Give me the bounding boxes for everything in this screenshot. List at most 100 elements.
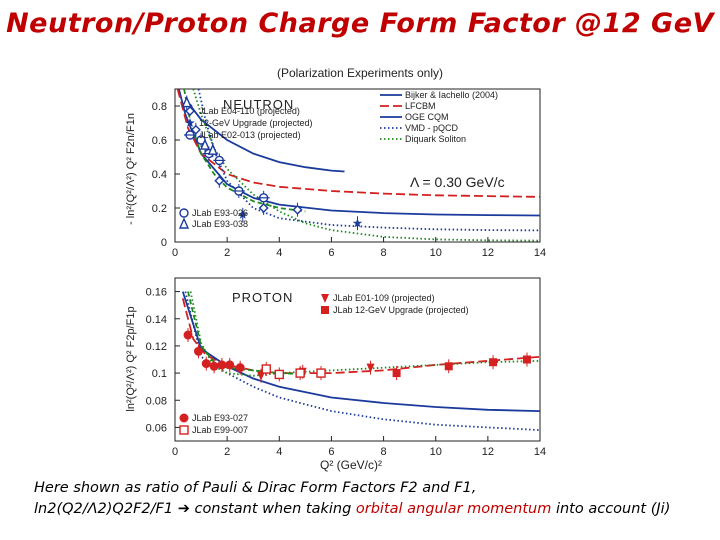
data-point-p-1: [444, 362, 453, 371]
neutron-annotation: Λ = 0.30 GeV/c: [410, 174, 505, 190]
data-point-p-1: [522, 355, 531, 364]
legend-label: JLab E01-109 (projected): [333, 293, 435, 303]
legend-label: Bijker & Iachello (2004): [405, 90, 498, 100]
data-point-p-1: [489, 358, 498, 367]
y-tick-label: 0.1: [152, 368, 167, 380]
data-point-n-0: [292, 204, 303, 215]
proton-panel: PROTON ln²(Q²/Λ²) Q² F2p/F1p Q² (GeV/c)²…: [125, 277, 546, 472]
data-point-p-0: [257, 371, 266, 381]
y-tick-label: 0.06: [146, 422, 167, 434]
data-point-p-2: [217, 360, 227, 370]
data-point-p-2: [235, 363, 245, 373]
neutron-y-label: - ln²(Q²/Λ²) Q² F2n/F1n: [125, 113, 137, 225]
x-tick-label: 8: [381, 446, 387, 458]
x-tick-label: 4: [276, 446, 282, 458]
proton-plot-frame: [174, 277, 541, 442]
slide-title: Neutron/Proton Charge Form Factor @12 Ge…: [6, 8, 714, 39]
legend-marker: [185, 106, 195, 116]
x-tick-label: 6: [328, 247, 334, 259]
series-line-n-6: [176, 89, 540, 198]
data-point-p-0: [366, 363, 375, 373]
legend-marker: [185, 118, 195, 127]
x-tick-label: 0: [172, 247, 178, 259]
x-tick-label: 2: [224, 446, 230, 458]
caption-line-2: ln2(Q2/Λ2)Q2F2/F1 ➔ constant when taking…: [34, 499, 714, 520]
data-point-p-2: [201, 359, 211, 369]
data-point-n-4: [207, 143, 218, 155]
data-point-p-2: [209, 361, 219, 371]
data-point-n-1: [238, 209, 248, 219]
y-tick-label: 0.4: [152, 169, 167, 181]
form-factor-chart: NEUTRON Λ = 0.30 GeV/c - ln²(Q²/Λ²) Q² F…: [125, 88, 546, 472]
x-tick-label: 10: [430, 446, 442, 458]
caption-text-a: constant when taking: [189, 501, 356, 517]
data-point-p-3: [261, 364, 271, 374]
legend-marker: [179, 208, 189, 218]
data-point-n-4: [199, 138, 211, 150]
legend-label: JLab E99-007: [192, 425, 248, 435]
data-point-n-0: [258, 203, 269, 213]
x-tick-label: 6: [328, 446, 334, 458]
data-point-p-2: [193, 346, 203, 356]
legend-label: Diquark Soliton: [405, 134, 466, 144]
x-tick-label: 12: [482, 247, 494, 259]
legend-label: JLab E93-026: [192, 208, 248, 218]
legend-label: JLab E93-027: [192, 413, 248, 423]
y-tick-label: 0: [161, 237, 167, 249]
data-point-n-1: [352, 218, 363, 228]
x-tick-label: 8: [381, 247, 387, 259]
data-point-p-3: [295, 368, 305, 378]
series-line-n-9: [192, 89, 540, 242]
legend-marker: [321, 306, 329, 314]
legend-label: VMD - pQCD: [405, 123, 459, 133]
caption-formula: ln2(Q2/Λ2)Q2F2/F1: [34, 501, 174, 517]
x-tick-label: 4: [276, 247, 282, 259]
legend-marker: [321, 294, 329, 303]
caption-line-1: Here shown as ratio of Pauli & Dirac For…: [34, 480, 477, 496]
y-tick-label: 0.6: [152, 135, 167, 147]
x-axis-label: Q² (GeV/c)²: [320, 458, 382, 472]
y-tick-label: 0.12: [146, 341, 167, 353]
y-tick-label: 0.14: [146, 314, 167, 326]
neutron-panel: NEUTRON Λ = 0.30 GeV/c - ln²(Q²/Λ²) Q² F…: [125, 88, 546, 259]
y-tick-label: 0.2: [152, 203, 167, 215]
legend-marker: [178, 217, 190, 229]
data-point-p-2: [225, 360, 235, 370]
data-point-p-3: [316, 368, 326, 378]
series-line-p-6: [184, 291, 540, 431]
proton-panel-label: PROTON: [232, 290, 293, 305]
neutron-panel-label: NEUTRON: [223, 97, 294, 112]
legend-marker: [179, 413, 189, 423]
arrow-icon: ➔: [177, 501, 190, 517]
x-tick-label: 12: [482, 446, 494, 458]
x-tick-label: 10: [430, 247, 442, 259]
caption: Here shown as ratio of Pauli & Dirac For…: [34, 478, 714, 520]
series-line-n-8: [197, 89, 540, 232]
data-point-p-1: [392, 369, 401, 378]
data-point-p-3: [274, 369, 284, 380]
series-line-p-7: [189, 291, 540, 377]
legend-label: LFCBM: [405, 101, 436, 111]
x-tick-label: 14: [534, 247, 546, 259]
proton-y-label: ln²(Q²/Λ²) Q² F2p/F1p: [125, 306, 137, 411]
legend-marker: [179, 425, 189, 435]
data-point-n-0: [214, 175, 225, 186]
caption-text-b: into account (Ji): [551, 501, 671, 517]
slide-subtitle: (Polarization Experiments only): [276, 66, 444, 80]
legend-label: JLab E02-013 (projected): [199, 130, 301, 140]
data-point-n-4: [181, 95, 192, 108]
legend-label: JLab E04-110 (projected): [199, 106, 300, 116]
y-tick-label: 0.16: [146, 287, 167, 299]
legend-label: JLab E93-038: [192, 219, 248, 229]
y-tick-label: 0.8: [152, 101, 167, 113]
caption-highlight: orbital angular momentum: [355, 501, 552, 517]
legend-label: OGE CQM: [405, 112, 449, 122]
x-tick-label: 2: [224, 247, 230, 259]
data-point-p-2: [183, 330, 193, 340]
series-line-p-5: [181, 291, 540, 412]
legend-label: 12-GeV Upgrade (projected): [199, 118, 313, 128]
data-point-n-0: [190, 124, 201, 135]
x-tick-label: 0: [172, 446, 178, 458]
x-tick-label: 14: [534, 446, 546, 458]
y-tick-label: 0.08: [146, 395, 167, 407]
